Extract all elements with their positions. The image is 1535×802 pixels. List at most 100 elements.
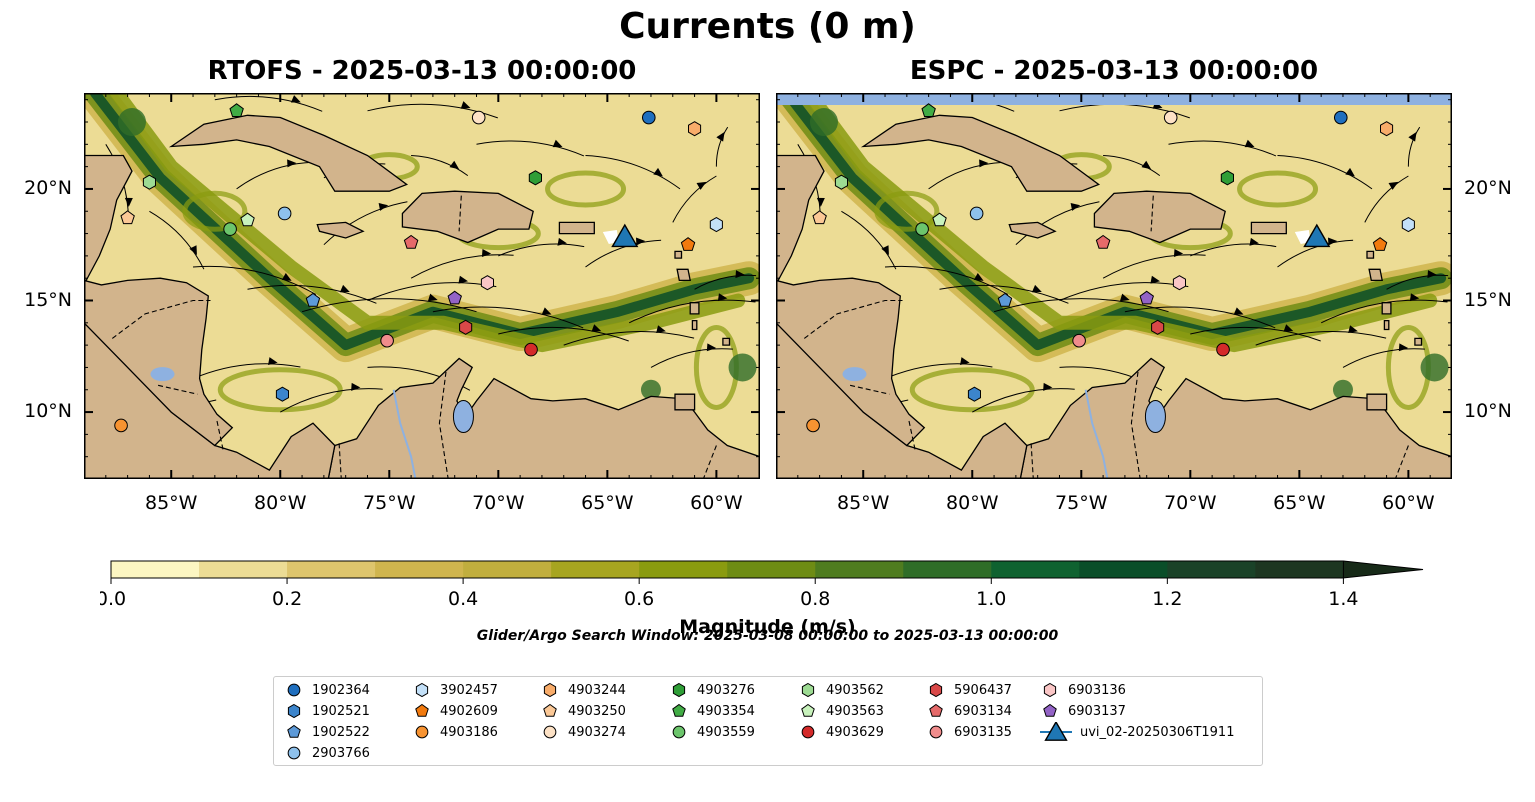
colorbar-segment (199, 561, 288, 578)
lat-tick-label-left: 15°N (24, 288, 72, 311)
streamline-arrow-icon (481, 249, 492, 258)
lon-tick-label: 75°W (1055, 492, 1108, 514)
country-border (1030, 443, 1034, 479)
colorbar-tick-label: 0.0 (100, 588, 126, 610)
legend-item: 4903629 (798, 722, 884, 742)
float-marker-4903559 (223, 222, 237, 236)
streamline-arrow-icon (449, 160, 460, 170)
streamline (214, 95, 323, 112)
legend-hexagon-icon (672, 682, 686, 698)
fast-current-patch (640, 379, 661, 400)
legend-item-label: 6903135 (954, 724, 1012, 740)
legend-circle-icon (287, 683, 301, 697)
legend-hexagon-icon (543, 682, 557, 698)
float-marker-4902609 (680, 237, 696, 251)
colorbar-segment (815, 561, 904, 578)
streamline (498, 326, 629, 342)
country-border (458, 195, 462, 232)
streamline (972, 388, 1075, 413)
streamline (1190, 243, 1277, 257)
eddy-feature (545, 170, 627, 208)
legend-item: 4902609 (412, 701, 498, 721)
float-marker-4903244 (688, 121, 702, 137)
streamline (884, 363, 993, 380)
float-marker-6903134 (403, 234, 419, 249)
streamline-arrow-icon (1388, 181, 1399, 190)
streamline-arrow-icon (706, 343, 717, 352)
streamline-arrow-icon (557, 237, 568, 246)
eddy-feature (182, 190, 248, 232)
no-data-strip (776, 93, 1452, 105)
streamline (928, 161, 1005, 190)
float-marker-6903135 (380, 333, 394, 348)
streamline-arrow-icon (1348, 325, 1358, 334)
eddy-feature (1237, 170, 1319, 208)
legend-hexagon-icon (1043, 682, 1057, 698)
land-jamaica (316, 221, 365, 239)
land-lesser-antilles-3 (689, 302, 700, 315)
float-marker-3902457 (1401, 217, 1415, 233)
colorbar-segment (551, 561, 640, 578)
legend-item-label: 5906437 (954, 682, 1012, 698)
float-marker-2903766 (277, 206, 292, 221)
streamline-arrow-icon (656, 325, 666, 334)
lat-tick-label-left: 10°N (24, 400, 72, 423)
streamline-arrow-icon (1233, 307, 1244, 315)
streamline (694, 274, 757, 290)
fast-current-patch (728, 353, 757, 382)
lat-tick-label-left: 20°N (24, 176, 72, 199)
lon-tick-label: 80°W (254, 492, 307, 514)
legend-item: 4903276 (669, 680, 755, 700)
colorbar-segment (991, 561, 1080, 578)
legend-pentagon-icon (415, 703, 429, 717)
streamline-arrow-icon (1043, 382, 1053, 391)
map-panel-espc (776, 93, 1452, 479)
lon-tick-label: 75°W (363, 492, 416, 514)
legend-item-label: 4903274 (568, 724, 626, 740)
streamline (192, 265, 317, 295)
streamline-arrow-icon (460, 101, 471, 109)
legend-pentagon-icon (672, 703, 686, 717)
legend-item-label: 2903766 (312, 745, 370, 761)
colorbar-segment (375, 561, 464, 578)
country-border (849, 384, 890, 395)
legend-item-label: uvi_02-20250306T1911 (1080, 724, 1235, 740)
streamline-arrow-icon (973, 272, 984, 281)
land-trinidad (1366, 393, 1388, 411)
colorbar-segment (903, 561, 992, 578)
streamline (476, 140, 585, 157)
float-marker-4903186 (114, 418, 128, 433)
legend-item-label: 1902364 (312, 682, 370, 698)
float-marker-4903559 (915, 222, 929, 236)
legend-pentagon-icon (543, 703, 557, 717)
land-lesser-antilles-2 (676, 268, 691, 282)
streamline (1386, 274, 1449, 290)
float-marker-1902522 (305, 292, 321, 307)
land-puerto-rico (558, 221, 595, 235)
streamline-arrow-icon (881, 245, 889, 256)
float-marker-4903629 (1216, 342, 1230, 357)
eddy-feature (909, 367, 1035, 413)
streamline-arrow-icon (1283, 324, 1294, 332)
land-lesser-antilles-4 (1383, 319, 1390, 331)
lat-tick-label-right: 20°N (1464, 176, 1512, 199)
legend-circle-icon (415, 725, 429, 739)
colorbar-tick-label: 1.2 (1152, 588, 1182, 610)
float-marker-6903135 (1072, 333, 1086, 348)
colorbar-segment (727, 561, 816, 578)
streamline-arrow-icon (1119, 293, 1130, 302)
float-marker-4903274 (471, 110, 486, 125)
colorbar-segment (287, 561, 376, 578)
streamline-arrow-icon (458, 275, 469, 284)
land-trinidad (674, 393, 696, 411)
float-marker-4903274 (1163, 110, 1178, 125)
streamline (498, 243, 585, 257)
legend-item: 3902457 (412, 680, 498, 700)
streamline (1168, 140, 1277, 157)
float-marker-4903244 (1380, 121, 1394, 137)
streamline (585, 155, 681, 190)
legend-item: 4903562 (798, 680, 884, 700)
fast-current-patch (1420, 353, 1449, 382)
current-jet-band (109, 93, 746, 353)
eddy-feature (874, 190, 940, 232)
